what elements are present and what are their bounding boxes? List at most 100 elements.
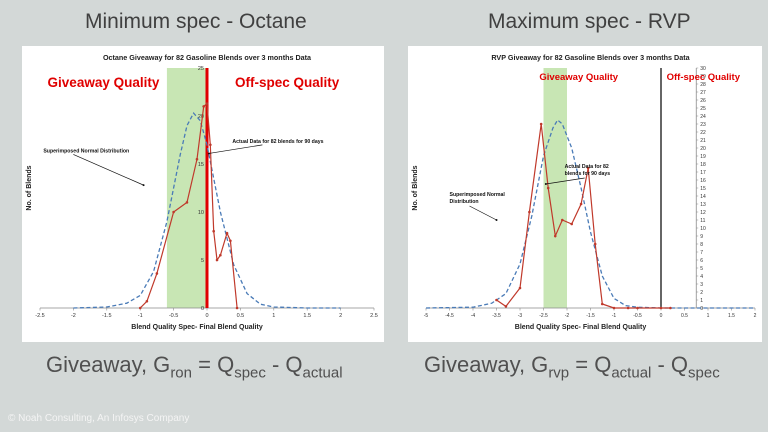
actual-data-point [561,218,564,222]
actual-data-point [229,239,232,243]
x-tick-label: 1 [707,313,710,319]
left-heading: Minimum spec - Octane [85,10,307,33]
y-tick-label: 27 [700,90,706,96]
y-tick-label: 20 [700,146,706,152]
normal-distribution-line [425,119,755,309]
actual-data-point [219,253,222,257]
actual-data-annotation-arrowhead [208,152,211,155]
actual-data-point [636,306,639,310]
y-tick-label: 1 [700,298,703,304]
y-tick-label: 6 [700,258,703,264]
actual-data-point [579,202,583,206]
x-tick-label: -3.5 [492,313,501,319]
formula-sub: rvp [548,364,570,382]
actual-data-point [659,306,663,310]
right-heading: Maximum spec - RVP [488,10,691,33]
x-tick-label: -4 [471,313,476,319]
actual-data-point [138,306,142,310]
x-axis-label: Blend Quality Spec- Final Blend Quality [515,324,647,331]
left-chart-panel: Octane Giveaway for 82 Gasoline Blends o… [22,46,384,342]
actual-data-annotation-arrow [545,177,585,185]
actual-data-annotation-arrow [208,144,263,154]
x-tick-label: -5 [424,313,429,319]
actual-data-point [626,306,630,310]
y-tick-label: 14 [700,194,706,200]
y-tick-label: 13 [700,202,706,208]
y-tick-label: 10 [700,226,706,232]
x-tick-label: -3 [518,313,523,319]
giveaway-shaded-region [543,68,567,308]
actual-data-point [553,234,557,238]
formula-sub: ron [170,364,192,382]
left-formula: Giveaway, Gron = Qspec - Qactual [46,352,343,381]
actual-data-point [145,299,149,303]
actual-data-point [593,242,597,246]
actual-data-line [496,123,671,309]
x-tick-label: -1 [138,313,143,319]
y-tick-label: 16 [700,178,706,184]
actual-data-point [495,298,498,302]
formula-sub: actual [611,364,652,382]
x-tick-label: -2 [565,313,570,319]
y-tick-label: 0 [201,306,204,312]
actual-data-point [570,222,573,226]
normal-distribution-annotation: Superimposed Normal Distribution [450,192,506,205]
y-tick-label: 28 [700,82,706,88]
x-tick-label: 2 [754,313,757,319]
normal-distribution-line [73,111,341,309]
x-tick-label: 0.5 [237,313,245,319]
octane-chart: Octane Giveaway for 82 Gasoline Blends o… [26,53,378,331]
y-tick-label: 9 [700,234,703,240]
x-tick-label: 1.5 [728,313,735,319]
y-tick-label: 29 [700,74,706,80]
giveaway-region-label: Giveaway Quality [48,75,160,90]
x-tick-label: -2.5 [35,313,44,319]
chart-title: RVP Giveaway for 82 Gasoline Blends over… [491,53,690,62]
y-tick-label: 22 [700,130,706,136]
x-tick-label: -1 [612,313,617,319]
right-formula: Giveaway, Grvp = Qactual - Qspec [424,352,720,381]
actual-data-point [669,306,672,310]
formula-sub: actual [302,364,343,382]
y-tick-label: 23 [700,122,706,128]
actual-data-point [202,105,205,108]
x-tick-label: 2 [339,313,342,319]
actual-data-point [155,272,159,275]
normal-distribution-annotation: Superimposed Normal Distribution [43,148,129,154]
actual-data-point [212,229,215,233]
y-tick-label: 0 [700,306,703,312]
actual-data-point [612,306,616,310]
y-tick-label: 30 [700,66,706,72]
actual-data-annotation: Actual Data for 82 blends for 90 days [232,139,323,145]
formula-mid: - Q [651,352,689,377]
actual-data-point [518,286,522,290]
offspec-region-label: Off-spec Quality [235,75,340,90]
formula-mid: = Q [569,352,612,377]
y-tick-label: 18 [700,162,706,168]
actual-data-point [235,306,239,310]
x-tick-label: 0 [205,313,208,319]
actual-data-point [215,258,219,262]
y-tick-label: 2 [700,290,703,296]
y-tick-label: 8 [700,242,703,248]
actual-data-point [185,201,189,204]
formula-mid: = Q [192,352,235,377]
chart-title: Octane Giveaway for 82 Gasoline Blends o… [103,53,312,62]
formula-mid: - Q [265,352,303,377]
giveaway-region-label: Giveaway Quality [539,72,618,83]
normal-distribution-annotation-arrowhead [495,219,498,221]
y-tick-label: 5 [700,266,703,272]
giveaway-shaded-region [166,68,207,308]
x-tick-label: -4.5 [445,313,454,319]
y-tick-label: 11 [700,218,705,224]
formula-sub: spec [234,364,266,382]
x-tick-label: -2 [71,313,76,319]
x-axis-label: Blend Quality Spec- Final Blend Quality [131,324,263,331]
rvp-chart: RVP Giveaway for 82 Gasoline Blends over… [412,53,757,331]
actual-data-point [195,157,199,161]
actual-data-point [539,122,543,126]
offspec-region-label: Off-spec Quality [667,72,741,83]
y-tick-label: 26 [700,98,706,104]
actual-data-point [586,166,590,170]
normal-distribution-annotation-arrowhead [142,184,145,187]
